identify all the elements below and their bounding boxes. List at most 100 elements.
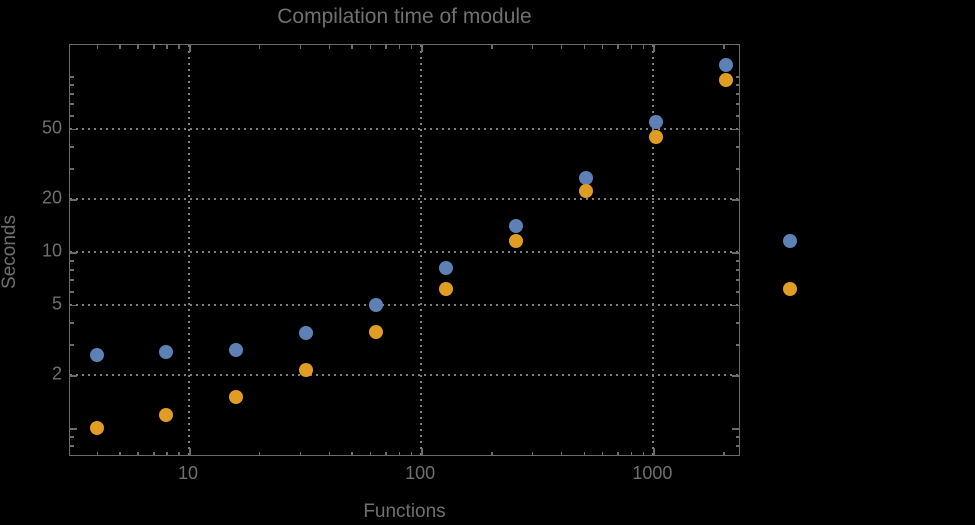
tick-mark xyxy=(491,45,493,49)
tick-mark xyxy=(735,322,739,324)
gridline-vertical xyxy=(652,45,655,455)
gridline-horizontal xyxy=(70,374,739,377)
tick-mark xyxy=(96,45,99,49)
tick-mark xyxy=(70,304,77,307)
tick-mark xyxy=(410,451,413,455)
tick-mark xyxy=(153,45,155,49)
tick-mark xyxy=(70,84,74,86)
tick-mark xyxy=(735,103,739,105)
tick-mark xyxy=(328,451,331,455)
tick-mark xyxy=(258,45,261,49)
tick-mark xyxy=(189,45,191,52)
tick-mark xyxy=(70,115,74,117)
data-point-series-1 xyxy=(648,115,663,130)
tick-mark xyxy=(119,451,121,455)
y-tick-label: 5 xyxy=(51,293,62,314)
y-tick-label: 10 xyxy=(41,240,62,261)
tick-mark xyxy=(189,448,191,455)
tick-mark xyxy=(166,45,168,49)
tick-mark xyxy=(653,448,655,455)
tick-mark xyxy=(560,45,563,49)
tick-mark xyxy=(735,269,739,271)
tick-mark xyxy=(732,252,739,254)
tick-mark xyxy=(70,146,74,148)
tick-mark xyxy=(299,451,302,455)
tick-mark xyxy=(96,451,99,455)
data-point-series-2 xyxy=(229,390,244,404)
data-point-series-2 xyxy=(648,130,663,145)
tick-mark xyxy=(735,344,739,346)
tick-mark xyxy=(398,45,401,49)
gridline-horizontal xyxy=(70,303,739,306)
tick-mark xyxy=(178,451,180,455)
tick-mark xyxy=(735,146,739,148)
tick-mark xyxy=(583,45,585,49)
tick-mark xyxy=(258,451,261,455)
data-point-series-2 xyxy=(718,72,733,87)
tick-mark xyxy=(70,103,74,105)
tick-mark xyxy=(385,45,387,49)
tick-mark xyxy=(369,45,372,49)
data-point-series-1 xyxy=(369,297,384,312)
tick-mark xyxy=(735,291,739,293)
tick-mark xyxy=(421,448,423,455)
y-tick-label: 50 xyxy=(41,117,62,138)
data-point-series-1 xyxy=(229,343,244,358)
x-axis-label: Functions xyxy=(363,501,446,522)
tick-mark xyxy=(560,451,563,455)
tick-mark xyxy=(735,93,739,95)
tick-mark xyxy=(653,45,655,52)
tick-mark xyxy=(70,279,74,281)
tick-mark xyxy=(583,451,585,455)
tick-mark xyxy=(732,199,739,201)
tick-mark xyxy=(410,45,413,49)
tick-mark xyxy=(385,451,387,455)
tick-mark xyxy=(735,279,739,281)
tick-mark xyxy=(70,252,77,254)
tick-mark xyxy=(723,451,725,455)
data-point-series-2 xyxy=(299,362,314,377)
tick-mark xyxy=(119,45,121,49)
data-point-series-2 xyxy=(159,407,174,422)
tick-mark xyxy=(70,168,74,170)
x-tick-label: 100 xyxy=(405,463,436,483)
legend-marker-series-1-marker xyxy=(783,234,797,248)
tick-mark xyxy=(732,428,739,430)
tick-mark xyxy=(70,128,77,131)
tick-mark xyxy=(601,45,604,49)
y-tick-label: 20 xyxy=(41,187,62,208)
tick-mark xyxy=(735,168,739,170)
tick-mark xyxy=(70,436,74,438)
x-tick-label: 10 xyxy=(177,463,199,483)
tick-mark xyxy=(617,451,619,455)
y-tick-label: 2 xyxy=(51,363,62,384)
tick-mark xyxy=(617,45,619,49)
tick-mark xyxy=(732,375,739,377)
tick-mark xyxy=(178,45,180,49)
tick-mark xyxy=(299,45,302,49)
tick-mark xyxy=(398,451,401,455)
tick-mark xyxy=(166,451,168,455)
tick-mark xyxy=(70,375,77,377)
gridline-horizontal xyxy=(70,251,739,253)
tick-mark xyxy=(421,45,423,52)
plot-area xyxy=(69,44,740,456)
tick-mark xyxy=(328,45,331,49)
data-point-series-1 xyxy=(578,171,593,186)
x-tick-label: 1000 xyxy=(632,463,673,483)
tick-mark xyxy=(351,45,353,49)
tick-mark xyxy=(732,128,739,131)
tick-mark xyxy=(531,451,534,455)
tick-mark xyxy=(70,428,77,430)
data-point-series-2 xyxy=(89,421,104,435)
tick-mark xyxy=(735,260,739,262)
tick-mark xyxy=(351,451,353,455)
data-point-series-1 xyxy=(299,326,314,341)
tick-mark xyxy=(732,304,739,307)
gridline-vertical xyxy=(188,45,190,455)
tick-mark xyxy=(735,436,739,438)
tick-mark xyxy=(70,344,74,346)
tick-mark xyxy=(70,445,74,447)
tick-mark xyxy=(491,451,493,455)
